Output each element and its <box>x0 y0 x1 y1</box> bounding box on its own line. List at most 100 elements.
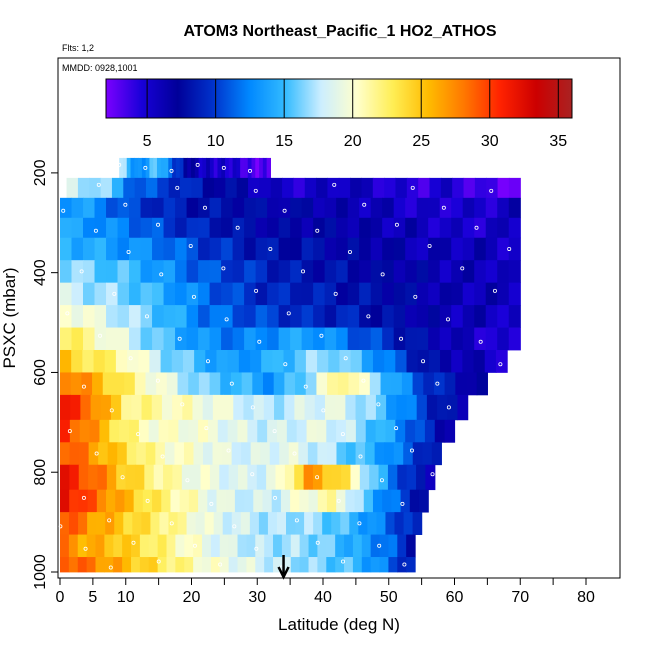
heatmap-cell <box>129 327 142 351</box>
heatmap-cell <box>260 442 271 466</box>
heatmap-cell <box>95 534 105 558</box>
sample-marker <box>254 288 259 293</box>
heatmap-cell <box>83 237 96 261</box>
heatmap-cell <box>382 197 395 219</box>
heatmap-cell <box>455 372 467 396</box>
heatmap-cell <box>175 534 185 558</box>
heatmap-cell <box>157 534 168 558</box>
heatmap-cell <box>244 260 257 284</box>
heatmap-cell <box>60 282 73 306</box>
sample-marker <box>286 311 291 316</box>
heatmap-cell <box>150 512 161 535</box>
heatmap-cell <box>255 237 268 261</box>
sample-marker <box>273 495 278 500</box>
heatmap-cell <box>127 349 139 373</box>
x-tick-label: 20 <box>183 589 201 606</box>
colorbar-gradient <box>105 78 573 119</box>
sample-marker <box>83 546 88 551</box>
sample-marker <box>294 518 299 523</box>
heatmap-cell <box>295 512 305 535</box>
heatmap-cell <box>113 557 123 573</box>
heatmap-cell <box>497 177 510 199</box>
heatmap-cell <box>94 282 107 306</box>
heatmap-cell <box>227 349 240 373</box>
heatmap-cell <box>175 197 188 219</box>
heatmap-cell <box>69 442 80 466</box>
heatmap-cell <box>314 394 326 421</box>
heatmap-cell <box>117 282 130 306</box>
heatmap-cell <box>60 197 73 219</box>
heatmap-cell <box>497 197 510 219</box>
heatmap-cell <box>345 394 357 421</box>
heatmap-cell <box>290 305 303 328</box>
heatmap-cell <box>193 442 204 466</box>
heatmap-cell <box>122 534 132 558</box>
heatmap-cell <box>132 512 142 535</box>
heatmap-cell <box>313 237 326 261</box>
sample-marker <box>188 243 193 248</box>
heatmap-cell <box>209 372 221 396</box>
heatmap-cell <box>495 349 508 373</box>
heatmap-cell <box>316 177 329 199</box>
heatmap-cell <box>88 442 99 466</box>
heatmap-cell <box>370 534 381 558</box>
heatmap-cell <box>437 394 448 421</box>
sample-marker <box>257 339 262 344</box>
heatmap-cell <box>317 489 328 513</box>
heatmap-cell <box>267 197 280 219</box>
sample-marker <box>185 478 190 483</box>
heatmap-cell <box>370 327 383 351</box>
heatmap-cell <box>369 372 382 396</box>
heatmap-cell <box>447 394 459 421</box>
heatmap-cell <box>336 217 349 239</box>
heatmap-cell <box>171 349 184 373</box>
heatmap-cell <box>163 217 176 239</box>
heatmap-cell <box>198 372 211 396</box>
heatmap-cell <box>416 305 429 328</box>
heatmap-cell <box>212 394 224 421</box>
heatmap-cell <box>372 489 383 513</box>
heatmap-cell <box>93 349 106 373</box>
colorbar-tick-label: 35 <box>549 133 567 150</box>
heatmap-cell <box>306 419 318 443</box>
heatmap-cell <box>508 177 521 199</box>
heatmap-cell <box>244 197 257 219</box>
heatmap-cell <box>451 260 464 284</box>
heatmap-cell <box>153 157 158 179</box>
heatmap-cell <box>361 349 374 373</box>
heatmap-cell <box>278 260 291 284</box>
heatmap-cell <box>68 557 79 573</box>
heatmap-cell <box>138 349 151 373</box>
heatmap-cell <box>182 394 194 421</box>
sample-marker <box>204 426 209 431</box>
heatmap-cell <box>463 177 476 199</box>
heatmap-cell <box>403 442 414 466</box>
sample-marker <box>145 498 150 503</box>
heatmap-cell <box>304 177 317 199</box>
heatmap-cell <box>339 349 352 373</box>
sample-marker <box>112 291 117 296</box>
heatmap-cell <box>233 394 245 421</box>
heatmap-cell <box>324 327 337 351</box>
heatmap-cell <box>134 157 139 179</box>
heatmap-cell <box>134 464 145 491</box>
heatmap-cell <box>313 512 323 535</box>
colorbar-ticks: 5 10 15 20 25 30 35 <box>143 79 567 150</box>
heatmap-cell <box>405 282 418 306</box>
heatmap-cell <box>60 217 73 239</box>
heatmap-cell <box>281 557 292 573</box>
sample-marker <box>94 451 99 456</box>
heatmap-cell <box>290 260 303 284</box>
sample-marker <box>394 426 399 431</box>
sample-marker <box>410 185 415 190</box>
heatmap-cell <box>131 557 141 573</box>
heatmap-cell <box>361 557 372 573</box>
heatmap-cell <box>273 534 283 558</box>
heatmap-cell <box>497 217 510 239</box>
heatmap-cell <box>82 349 95 373</box>
heatmap-cell <box>255 197 268 219</box>
heatmap-cell <box>212 442 223 466</box>
heatmap-cell <box>352 534 363 558</box>
heatmap-cell <box>129 260 142 284</box>
chart-title: ATOM3 Northeast_Pacific_1 HO2_ATHOS <box>184 23 497 40</box>
